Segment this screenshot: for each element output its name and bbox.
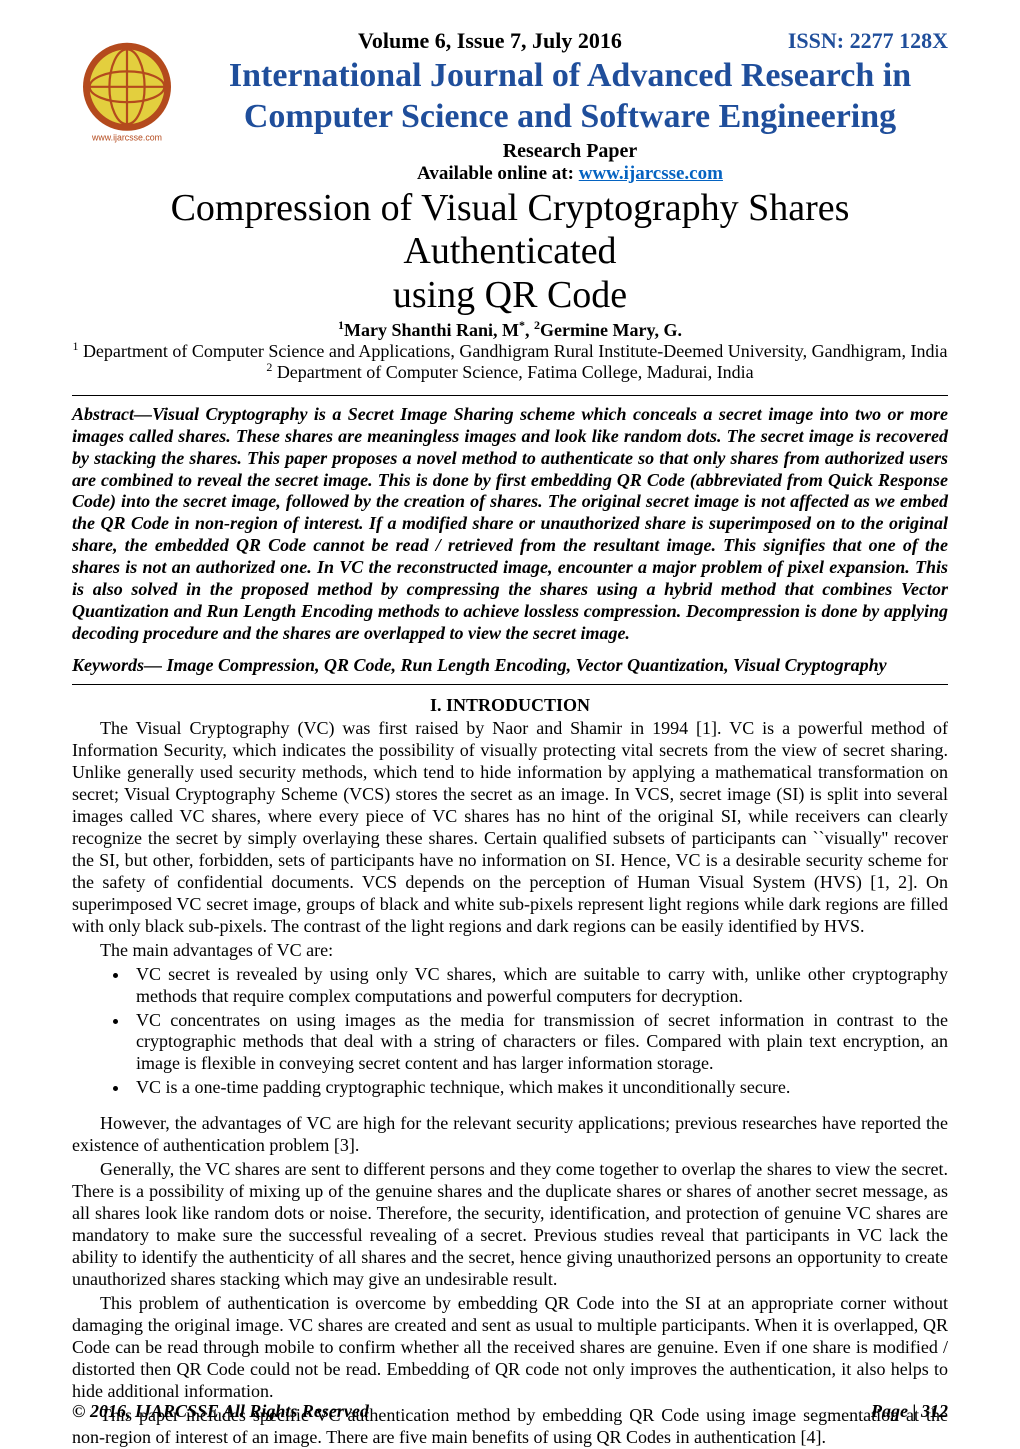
volume-issue: Volume 6, Issue 7, July 2016 <box>358 28 622 53</box>
authors: 1Mary Shanthi Rani, M*, 2Germine Mary, G… <box>72 320 948 341</box>
abstract-label: Abstract— <box>72 404 152 424</box>
keywords: Keywords— Image Compression, QR Code, Ru… <box>72 655 948 676</box>
paper-title: Compression of Visual Cryptography Share… <box>72 187 948 318</box>
keywords-text: Image Compression, QR Code, Run Length E… <box>167 655 887 675</box>
abstract-text: Visual Cryptography is a Secret Image Sh… <box>72 404 948 644</box>
logo-caption: www.ijarcsse.com <box>91 133 162 143</box>
intro-para-2: However, the advantages of VC are high f… <box>72 1113 948 1157</box>
advantages-list: VC secret is revealed by using only VC s… <box>130 964 948 1100</box>
list-item: VC secret is revealed by using only VC s… <box>130 964 948 1008</box>
keywords-label: Keywords— <box>72 655 167 675</box>
research-paper-label: Research Paper <box>192 140 948 163</box>
rule-below-keywords <box>72 684 948 685</box>
intro-para-3: Generally, the VC shares are sent to dif… <box>72 1159 948 1291</box>
page-footer: © 2016, IJARCSSE All Rights Reserved Pag… <box>72 1401 948 1422</box>
rule-above-abstract <box>72 395 948 396</box>
affiliation-2: 2 Department of Computer Science, Fatima… <box>72 362 948 383</box>
journal-logo: www.ijarcsse.com <box>72 28 192 144</box>
copyright: © 2016, IJARCSSE All Rights Reserved <box>72 1401 369 1422</box>
issn: ISSN: 2277 128X <box>788 28 948 54</box>
globe-logo-icon: www.ijarcsse.com <box>72 34 182 144</box>
intro-para-4: This problem of authentication is overco… <box>72 1293 948 1403</box>
masthead: www.ijarcsse.com Volume 6, Issue 7, July… <box>72 28 948 185</box>
intro-para-1: The Visual Cryptography (VC) was first r… <box>72 718 948 938</box>
abstract: Abstract—Visual Cryptography is a Secret… <box>72 404 948 645</box>
journal-title: International Journal of Advanced Resear… <box>192 56 948 138</box>
section-heading-introduction: I. INTRODUCTION <box>72 695 948 716</box>
list-item: VC concentrates on using images as the m… <box>130 1010 948 1076</box>
list-item: VC is a one-time padding cryptographic t… <box>130 1077 948 1099</box>
journal-url-link[interactable]: www.ijarcsse.com <box>579 163 723 184</box>
advantages-lead: The main advantages of VC are: <box>72 940 948 962</box>
page-number: Page | 312 <box>871 1401 948 1422</box>
affiliation-1: 1 Department of Computer Science and App… <box>72 341 948 362</box>
available-online: Available online at: www.ijarcsse.com <box>192 163 948 185</box>
